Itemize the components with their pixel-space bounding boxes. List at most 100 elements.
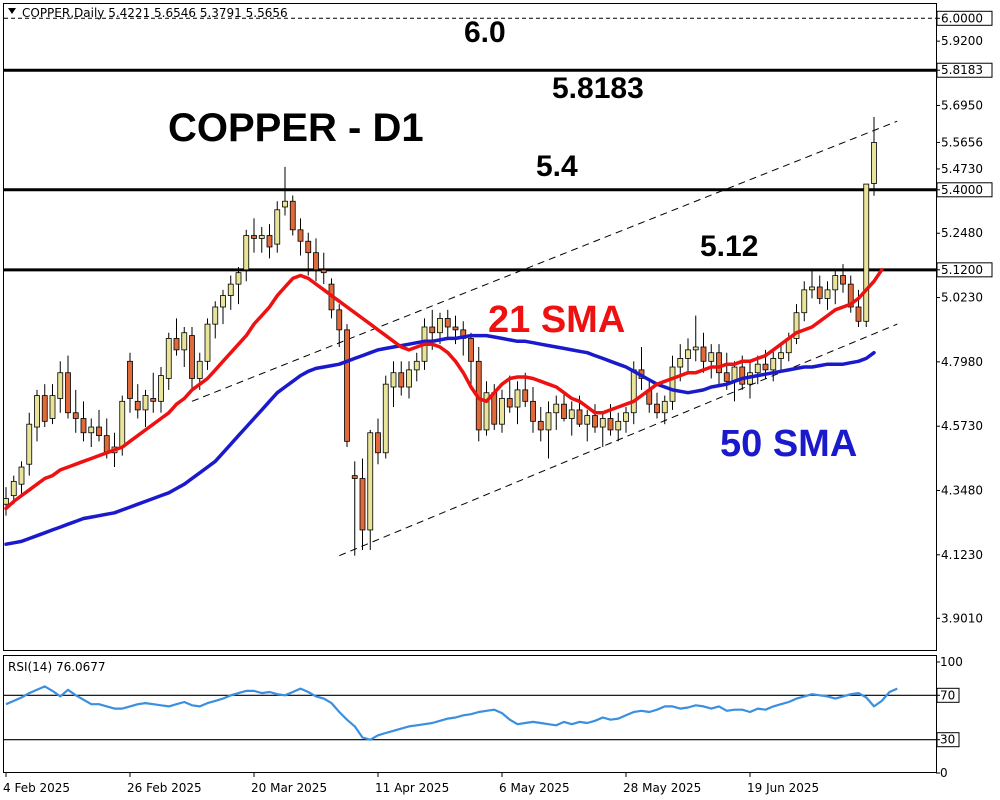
level-label-5-8183: 5.8183 — [552, 72, 644, 105]
candle — [289, 195, 296, 236]
price-tick-label: 4.1230 — [941, 548, 983, 562]
candle — [351, 461, 358, 556]
candle — [258, 226, 265, 253]
candle — [685, 338, 691, 373]
candle-body — [553, 403, 560, 414]
candle-body — [483, 392, 490, 431]
candle — [227, 275, 234, 310]
candle-body — [824, 289, 831, 299]
candle — [274, 201, 281, 253]
candle-body — [801, 289, 808, 314]
price-tick-label: 5.9200 — [941, 34, 983, 48]
time-tick-label: 20 Mar 2025 — [251, 781, 327, 795]
candle — [863, 183, 870, 327]
rsi-panel-border — [3, 655, 937, 773]
price-panel-border — [3, 3, 937, 651]
candle — [359, 458, 366, 550]
candle-body — [351, 475, 358, 479]
candle — [243, 229, 250, 282]
candle-body — [119, 400, 126, 448]
candle-body — [816, 286, 823, 299]
price-tick-label: 5.0230 — [941, 291, 983, 305]
time-tick-label: 6 May 2025 — [499, 781, 570, 795]
candle-body — [359, 478, 366, 531]
candle-body — [809, 286, 815, 291]
candle-body — [661, 400, 668, 414]
candle-body — [96, 426, 102, 437]
candle-body — [305, 240, 312, 254]
rsi-tick-label: 0 — [940, 766, 948, 780]
candle — [18, 461, 25, 496]
price-tick-label: 5.6950 — [941, 98, 983, 112]
candle-body — [692, 346, 699, 351]
candle — [708, 344, 715, 379]
level-label-5-12: 5.12 — [700, 230, 758, 263]
candle-body — [437, 318, 443, 334]
candle-body — [150, 398, 157, 402]
candle — [173, 318, 180, 356]
price-tick-label: 5.4000 — [941, 183, 983, 197]
candle-body — [282, 200, 288, 208]
candle — [390, 361, 397, 408]
candle — [158, 367, 164, 413]
candle-body — [181, 332, 188, 351]
candle — [313, 238, 319, 282]
candle-body — [669, 366, 676, 402]
candle — [615, 412, 622, 442]
candle — [592, 404, 598, 433]
candle-body — [607, 418, 614, 431]
moving-averages — [4, 268, 884, 546]
candle — [514, 381, 521, 425]
candle-body — [847, 283, 854, 308]
candle — [661, 395, 668, 425]
candle-body — [88, 426, 95, 434]
sma21-line — [4, 268, 884, 511]
candle — [134, 384, 141, 419]
candle — [623, 407, 629, 433]
candle-body — [243, 235, 250, 271]
candle — [297, 218, 304, 256]
candle — [444, 309, 451, 339]
candle-body — [196, 360, 203, 379]
time-tick-label: 28 May 2025 — [623, 781, 701, 795]
rsi-header: RSI(14) 76.0677 — [8, 660, 106, 674]
candle-body — [700, 346, 707, 362]
candle-body — [313, 252, 319, 271]
candle-body — [80, 418, 87, 434]
channel-upper-line — [191, 120, 898, 402]
candle — [809, 269, 815, 299]
candle — [801, 281, 808, 322]
candle-body — [49, 395, 56, 419]
candle-body — [754, 363, 761, 374]
price-tick-label: 6.0000 — [941, 11, 983, 25]
candle-body — [398, 372, 405, 388]
candle-body — [251, 235, 257, 239]
candle — [34, 389, 40, 442]
candle — [832, 269, 839, 305]
price-tick-label: 5.8183 — [941, 63, 983, 77]
level-label-6: 6.0 — [464, 16, 506, 49]
sma50-line — [4, 333, 876, 546]
candle — [375, 418, 381, 465]
price-tick-label: 4.7980 — [941, 355, 983, 369]
symbol-dropdown-icon[interactable] — [8, 8, 16, 14]
candle — [692, 315, 699, 362]
candle-body — [41, 395, 48, 422]
candle-body — [630, 369, 637, 414]
candle — [398, 361, 405, 396]
candle-body — [716, 352, 722, 374]
candle-body — [158, 375, 164, 402]
candle-body — [599, 418, 606, 428]
candle-body — [514, 389, 521, 408]
rsi-tick-label: 70 — [940, 688, 955, 702]
candle-body — [289, 200, 296, 231]
candle-body — [778, 352, 784, 359]
time-axis: 4 Feb 2025 26 Feb 2025 20 Mar 2025 11 Apr 2… — [3, 772, 819, 795]
candle — [80, 401, 87, 442]
candle-body — [615, 420, 622, 431]
candle-body — [367, 432, 374, 531]
candle-body — [235, 272, 242, 285]
candle-body — [537, 420, 544, 431]
time-tick-label: 19 Jun 2025 — [747, 781, 819, 795]
